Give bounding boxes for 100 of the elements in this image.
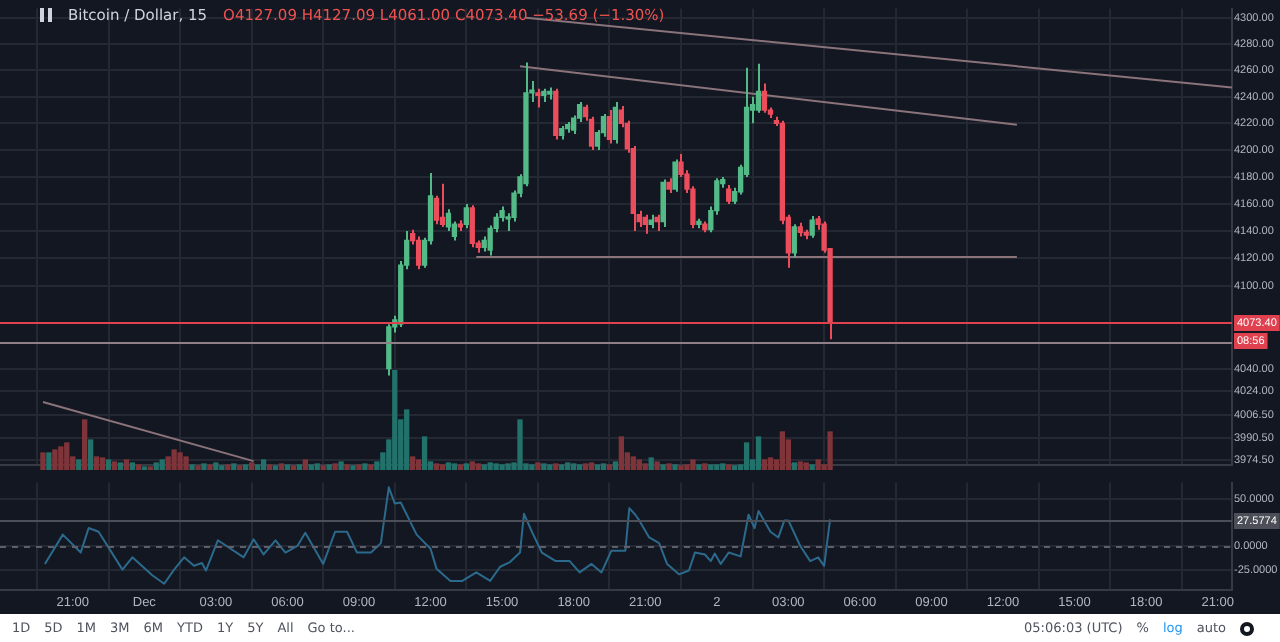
bar: [654, 461, 660, 470]
bar: [827, 431, 833, 470]
bar: [815, 459, 821, 470]
bar: [409, 456, 416, 470]
bar: [696, 464, 702, 470]
bar: [535, 462, 541, 470]
bar: [612, 461, 619, 470]
bar: [606, 464, 613, 470]
bar: [362, 463, 368, 470]
bar: [481, 464, 487, 470]
bar: [672, 464, 678, 470]
bar: [636, 459, 642, 470]
bar: [600, 463, 607, 470]
bar: [588, 462, 595, 470]
bar: [213, 462, 219, 470]
bar: [702, 463, 708, 470]
bar: [767, 457, 774, 470]
bar: [254, 464, 261, 470]
bar: [499, 464, 505, 470]
bar: [618, 436, 625, 470]
bar: [87, 439, 94, 470]
bar: [171, 449, 177, 470]
bar: [743, 442, 750, 470]
bar: [129, 462, 136, 470]
bar: [111, 461, 118, 470]
bar: [231, 463, 237, 470]
bar: [571, 463, 577, 470]
bar: [505, 463, 511, 470]
bar: [684, 464, 690, 470]
bar: [392, 370, 398, 470]
bar: [421, 436, 428, 470]
bar: [243, 464, 249, 470]
bar: [445, 462, 452, 470]
bar: [99, 457, 106, 470]
bar: [648, 457, 654, 470]
bar: [93, 456, 100, 470]
bar: [541, 463, 547, 470]
bar: [809, 464, 815, 470]
bar: [278, 463, 285, 470]
bar: [660, 464, 666, 470]
bar: [338, 461, 344, 470]
bar: [797, 461, 803, 470]
bar: [666, 463, 672, 470]
bar: [785, 439, 791, 470]
bar: [576, 464, 583, 470]
bar: [284, 464, 291, 470]
bar: [46, 452, 52, 470]
bar: [177, 452, 183, 470]
bar: [308, 464, 314, 470]
bar: [553, 463, 559, 470]
bar: [225, 464, 231, 470]
bar: [76, 459, 82, 470]
bar: [153, 462, 159, 470]
bar: [117, 462, 124, 470]
bar: [415, 459, 422, 470]
bar: [183, 456, 189, 470]
bar: [720, 463, 726, 470]
bar: [529, 464, 535, 470]
bar: [630, 456, 636, 470]
bar: [123, 459, 130, 470]
bar: [439, 464, 446, 470]
bar: [368, 464, 374, 470]
bar: [487, 462, 493, 470]
bar: [469, 461, 475, 470]
bar: [356, 464, 362, 470]
bar: [803, 462, 809, 470]
bar: [433, 463, 440, 470]
bar: [207, 464, 213, 470]
bar: [248, 462, 255, 470]
bar: [332, 463, 338, 470]
bar: [135, 464, 142, 470]
bar: [326, 464, 332, 470]
bar: [559, 464, 565, 470]
bar: [52, 449, 58, 470]
bar: [159, 459, 165, 470]
bar: [779, 431, 786, 470]
bar: [165, 456, 171, 470]
bar: [105, 459, 112, 470]
bar: [64, 442, 70, 470]
bar: [547, 464, 553, 470]
bar: [463, 463, 469, 470]
bar: [260, 459, 267, 470]
bar: [344, 464, 350, 470]
bar: [40, 452, 46, 470]
bar: [582, 463, 589, 470]
bar: [565, 462, 571, 470]
bar: [594, 464, 601, 470]
bar: [201, 463, 207, 470]
bar: [82, 419, 88, 470]
bar: [475, 463, 481, 470]
bar: [517, 419, 523, 470]
bar: [302, 459, 308, 470]
bar: [266, 464, 273, 470]
bar: [708, 464, 714, 470]
bar: [755, 436, 762, 470]
bar: [791, 462, 797, 470]
bar: [690, 459, 696, 470]
bar: [58, 446, 64, 470]
bar: [404, 409, 410, 470]
bar: [761, 459, 768, 470]
